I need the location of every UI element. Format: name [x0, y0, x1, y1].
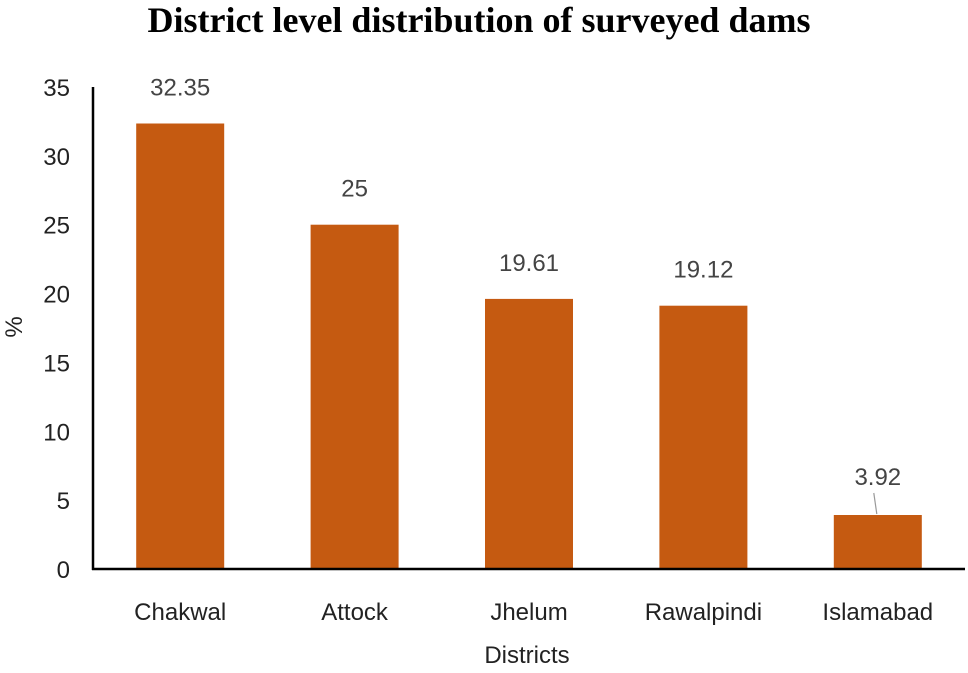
axes-group [91, 87, 965, 571]
y-tick-label-20: 20 [43, 282, 70, 309]
y-tick-label-0: 0 [57, 557, 70, 584]
y-tick-label-30: 30 [43, 144, 70, 171]
data-label-rawalpindi: 19.12 [673, 257, 733, 284]
bar-islamabad [833, 515, 922, 569]
bar-jhelum [485, 298, 573, 569]
chart-title: District level distribution of surveyed … [147, 0, 811, 40]
data-labels-group: 32.35 25 19.61 19.12 3.92 [150, 75, 901, 515]
data-label-islamabad: 3.92 [854, 464, 901, 491]
y-tick-label-5: 5 [57, 488, 70, 515]
bar-chakwal [136, 123, 225, 569]
data-label-attock: 25 [341, 176, 368, 203]
data-label-leader-islamabad [873, 492, 878, 515]
bar-rawalpindi [659, 305, 748, 569]
y-tick-label-15: 15 [43, 350, 70, 377]
y-tick-labels-group: 0 5 10 15 20 25 30 35 [43, 75, 70, 584]
y-tick-label-35: 35 [43, 75, 70, 102]
x-tick-label-islamabad: Islamabad [822, 599, 933, 626]
y-tick-label-10: 10 [43, 419, 70, 446]
x-tick-labels-group: Chakwal Attock Jhelum Rawalpindi Islamabad [134, 599, 933, 626]
x-tick-label-chakwal: Chakwal [134, 599, 226, 626]
bars-group [136, 123, 922, 569]
bar-attock [310, 224, 399, 569]
y-tick-label-25: 25 [43, 213, 70, 240]
y-axis-title: % [1, 316, 28, 337]
data-label-jhelum: 19.61 [499, 250, 559, 277]
x-tick-label-rawalpindi: Rawalpindi [645, 599, 762, 626]
data-label-chakwal: 32.35 [150, 75, 210, 102]
x-axis-title: Districts [484, 642, 569, 669]
x-tick-label-jhelum: Jhelum [490, 599, 567, 626]
x-tick-label-attock: Attock [321, 599, 389, 626]
